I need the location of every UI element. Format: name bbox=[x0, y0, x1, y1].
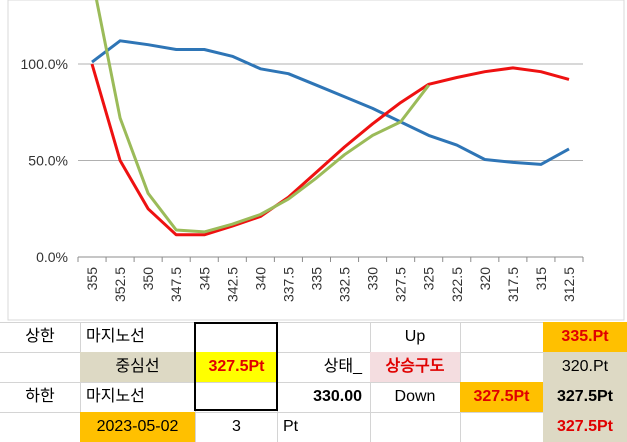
x-tick-label: 355 bbox=[84, 267, 100, 291]
series-line-3 bbox=[95, 0, 430, 234]
center-line-cell[interactable]: 중심선 bbox=[80, 352, 195, 382]
status-value-cell[interactable]: 상승구도 bbox=[370, 352, 460, 382]
x-tick-label: 335 bbox=[308, 267, 324, 291]
lower-line-cell[interactable]: 마지노선 bbox=[86, 388, 145, 405]
x-tick-label: 347.5 bbox=[168, 267, 184, 302]
step-cell[interactable]: 3 bbox=[232, 418, 241, 435]
x-tick-label: 332.5 bbox=[337, 267, 353, 302]
line-chart: 0.0% 50.0% 100.0% 355 352.5 350 347.5 345 342.5… bbox=[7, 0, 625, 321]
down-value-cell[interactable]: 327.5Pt bbox=[460, 382, 543, 412]
x-tick-label: 327.5 bbox=[393, 267, 409, 302]
x-tick-label: 345 bbox=[196, 267, 212, 291]
x-tick-label: 330 bbox=[365, 267, 381, 291]
lower-label-cell[interactable]: 하한 bbox=[25, 388, 55, 405]
x-tick-label: 312.5 bbox=[561, 267, 577, 302]
x-tick-label: 317.5 bbox=[505, 267, 521, 302]
right-top-cell[interactable]: 335.Pt bbox=[543, 322, 627, 352]
series-line-1 bbox=[91, 39, 570, 166]
right-2-cell[interactable]: 320.Pt bbox=[543, 352, 627, 382]
series-line-2 bbox=[90, 63, 570, 237]
date-cell[interactable]: 2023-05-02 bbox=[80, 412, 195, 442]
right-4-cell[interactable]: 327.5Pt bbox=[543, 412, 627, 442]
down-label-cell[interactable]: Down bbox=[394, 388, 436, 405]
y-tick-label: 0.0% bbox=[36, 249, 68, 265]
x-tick-label: 325 bbox=[421, 267, 437, 291]
x-tick-label: 340 bbox=[252, 267, 268, 291]
up-label-cell[interactable]: Up bbox=[404, 328, 426, 345]
x-tick-label: 342.5 bbox=[224, 267, 240, 302]
x-tick-label: 322.5 bbox=[449, 267, 465, 302]
y-tick-label: 50.0% bbox=[28, 153, 68, 169]
upper-label-cell[interactable]: 상한 bbox=[25, 328, 55, 345]
chart-area: 0.0% 50.0% 100.0% 355 352.5 350 347.5 345 342.5… bbox=[7, 0, 625, 321]
status-label-cell[interactable]: 상태_ bbox=[323, 358, 362, 375]
x-tick-label: 320 bbox=[477, 267, 493, 291]
center-value-cell[interactable]: 327.5Pt bbox=[196, 352, 277, 382]
x-tick-label: 337.5 bbox=[280, 267, 296, 302]
x-tick-label: 352.5 bbox=[112, 267, 128, 302]
y-tick-label: 100.0% bbox=[21, 56, 68, 72]
upper-line-cell[interactable]: 마지노선 bbox=[86, 328, 145, 345]
step-unit-cell[interactable]: Pt bbox=[283, 418, 299, 435]
spreadsheet-rows: 상한 마지노선 Up 335.Pt 중심선 327.5Pt 상태_ 상승구도 3… bbox=[0, 322, 627, 442]
selection-box bbox=[194, 322, 278, 411]
right-3-cell[interactable]: 327.5Pt bbox=[543, 382, 627, 412]
current-value-cell[interactable]: 330.00 bbox=[313, 388, 362, 405]
x-tick-label: 350 bbox=[140, 267, 156, 291]
x-tick-label: 315 bbox=[533, 267, 549, 291]
